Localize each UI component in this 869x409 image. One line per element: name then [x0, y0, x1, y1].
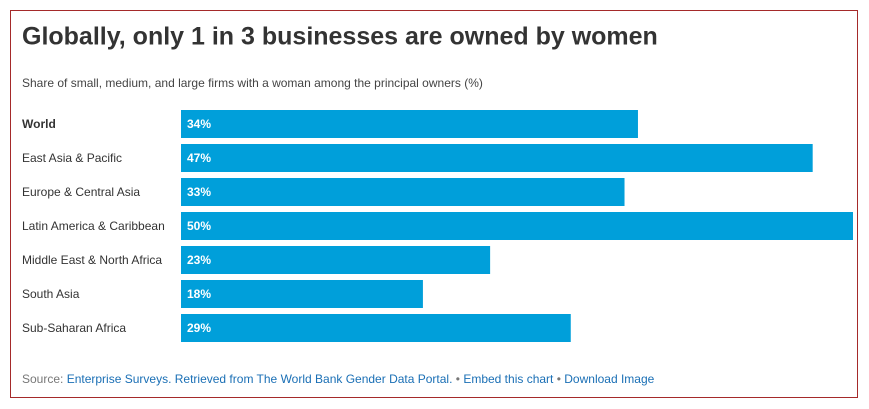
bar [181, 212, 853, 240]
bar [181, 144, 813, 172]
source-link[interactable]: Enterprise Surveys. Retrieved from The W… [67, 372, 453, 386]
embed-link[interactable]: Embed this chart [463, 372, 554, 386]
bar [181, 280, 423, 308]
category-label: Middle East & North Africa [22, 253, 162, 267]
category-label: Sub-Saharan Africa [22, 321, 126, 335]
value-label: 18% [187, 287, 211, 301]
chart-subtitle: Share of small, medium, and large firms … [22, 76, 483, 90]
chart-title: Globally, only 1 in 3 businesses are own… [22, 23, 658, 51]
category-label: World [22, 117, 56, 131]
download-link[interactable]: Download Image [564, 372, 654, 386]
value-label: 23% [187, 253, 211, 267]
source-line: Source: Enterprise Surveys. Retrieved fr… [22, 372, 655, 386]
value-label: 33% [187, 185, 211, 199]
category-label: Latin America & Caribbean [22, 219, 165, 233]
separator: • [557, 372, 561, 386]
value-label: 47% [187, 151, 211, 165]
bar [181, 314, 571, 342]
value-label: 34% [187, 117, 211, 131]
value-label: 29% [187, 321, 211, 335]
bar [181, 178, 625, 206]
value-label: 50% [187, 219, 211, 233]
bar [181, 110, 638, 138]
source-label: Source: [22, 372, 63, 386]
bar [181, 246, 491, 274]
category-label: Europe & Central Asia [22, 185, 140, 199]
separator: • [456, 372, 460, 386]
category-label: East Asia & Pacific [22, 151, 122, 165]
category-label: South Asia [22, 287, 80, 301]
